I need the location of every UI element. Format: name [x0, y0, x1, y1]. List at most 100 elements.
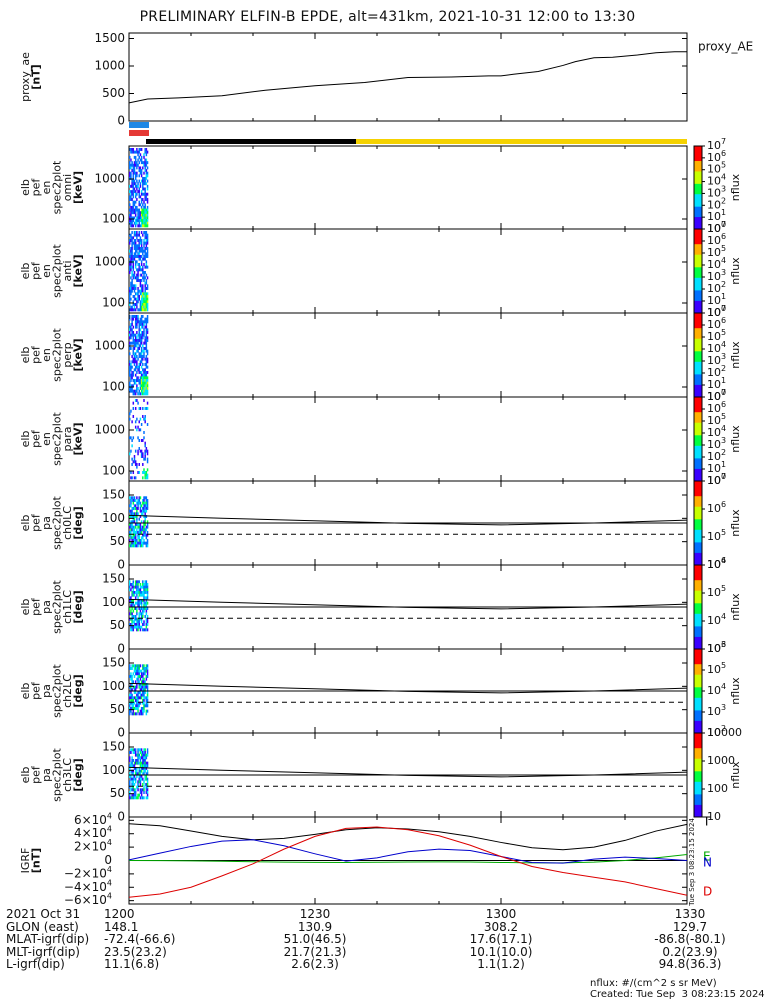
spectrogram-pixel: [140, 317, 143, 321]
spectrogram-pixel: [145, 376, 148, 380]
pitch-ch0LC-colorbar-tick-exponent: 7: [721, 472, 726, 481]
spectrogram-pixel: [130, 389, 132, 393]
spectrogram-pixel: [145, 273, 148, 277]
spectrogram-pixel: [144, 252, 146, 256]
spectrogram-pixel: [132, 531, 135, 534]
spectrogram-pixel: [136, 544, 138, 548]
spectrogram-pixel: [139, 591, 142, 594]
spectrogram-pixel: [130, 247, 132, 250]
igrf-legend-T: T: [702, 815, 711, 829]
spectrogram-pixel: [133, 257, 136, 261]
spectrogram-pixel: [142, 265, 144, 269]
spectrogram-pixel: [146, 591, 149, 594]
spectrogram-pixel: [134, 699, 137, 702]
spectrogram-pixel: [129, 583, 131, 586]
spectrogram-pixel: [132, 331, 135, 334]
spectrogram-pixel: [144, 347, 146, 350]
spectrogram-pixel: [129, 772, 131, 776]
spectrogram-pixel: [143, 182, 145, 186]
spectrogram-pixel: [145, 308, 148, 312]
spectrogram-pixel: [145, 384, 148, 388]
spectrogram-pixel: [134, 523, 137, 526]
spectrogram-pixel: [138, 231, 140, 234]
energy-en_omni-colorbar-segment: [694, 179, 702, 182]
spectrogram-pixel: [143, 528, 145, 532]
spectrogram-pixel: [129, 533, 131, 537]
spectrogram-pixel: [140, 231, 143, 234]
spectrogram-pixel: [132, 211, 135, 215]
spectrogram-pixel: [136, 349, 138, 353]
spectrogram-pixel: [146, 617, 149, 621]
spectrogram-pixel: [136, 593, 138, 597]
pitch-ch1LC-colorbar-segment: [694, 621, 702, 625]
spectrogram-pixel: [138, 620, 140, 624]
spectrogram-pixel: [145, 292, 148, 296]
spectrogram-pixel: [143, 231, 145, 234]
spectrogram-pixel: [144, 192, 146, 196]
spectrogram-pixel: [138, 541, 140, 545]
energy-en_perp-colorbar-segment: [694, 363, 702, 366]
pitch-ch3LC-y-tick-label: 100: [102, 763, 125, 777]
spectrogram-pixel: [130, 707, 132, 710]
pitch-ch0LC-colorbar-segment: [694, 502, 702, 505]
energy-en_omni-colorbar-segment: [694, 212, 702, 215]
spectrogram-pixel: [144, 265, 146, 269]
spectrogram-pixel: [146, 751, 149, 754]
spectrogram-pixel: [132, 176, 135, 180]
spectrogram-pixel: [146, 219, 149, 223]
energy-en_para-colorbar-tick-exponent: 6: [721, 400, 726, 409]
spectrogram-pixel: [140, 315, 143, 318]
spectrogram-pixel: [137, 308, 139, 312]
spectrogram-pixel: [146, 179, 149, 183]
spectrogram-pixel: [142, 756, 144, 760]
spectrogram-pixel: [129, 785, 131, 789]
spectrogram-pixel: [136, 612, 138, 616]
spectrogram-pixel: [146, 544, 149, 548]
spectrogram-pixel: [146, 788, 149, 792]
spectrogram-pixel: [132, 268, 135, 272]
spectrogram-pixel: [140, 308, 143, 312]
spectrogram-pixel: [144, 420, 146, 424]
spectrogram-pixel: [130, 769, 132, 773]
spectrogram-pixel: [137, 449, 139, 453]
spectrogram-pixel: [130, 276, 132, 280]
spectrogram-pixel: [136, 231, 138, 234]
spectrogram-pixel: [137, 150, 139, 154]
spectrogram-pixel: [129, 148, 131, 151]
spectrogram-pixel: [130, 525, 132, 529]
spectrogram-pixel: [130, 150, 132, 154]
spectrogram-pixel: [143, 585, 145, 589]
energy-en_para-y-label-line: en: [40, 432, 53, 446]
spectrogram-pixel: [138, 161, 140, 165]
spectrogram-pixel: [133, 200, 136, 204]
pitch-ch0LC-colorbar-segment: [694, 529, 702, 532]
energy-en_omni-colorbar-segment: [694, 164, 702, 168]
spectrogram-pixel: [138, 447, 140, 450]
spectrogram-pixel: [138, 428, 140, 432]
spectrogram-pixel: [144, 325, 146, 329]
spectrogram-pixel: [138, 701, 140, 705]
spectrogram-pixel: [138, 148, 140, 151]
spectrogram-pixel: [145, 709, 148, 713]
spectrogram-pixel: [145, 599, 148, 602]
spectrogram-pixel: [144, 523, 146, 526]
spectrogram-pixel: [143, 273, 145, 277]
spectrogram-pixel: [130, 211, 132, 215]
spectrogram-pixel: [136, 580, 138, 584]
spectrogram-pixel: [144, 517, 146, 521]
spectrogram-pixel: [138, 612, 140, 616]
spectrogram-pixel: [129, 531, 131, 534]
spectrogram-pixel: [134, 712, 137, 716]
pitch-ch2LC-colorbar-tick-label: 104: [707, 682, 726, 698]
spectrogram-pixel: [136, 208, 138, 212]
spectrogram-pixel: [144, 297, 146, 301]
spectrogram-pixel: [143, 171, 145, 175]
spectrogram-pixel: [137, 756, 139, 760]
energy-en_perp-colorbar-tick-exponent: 5: [721, 328, 726, 337]
spectrogram-pixel: [133, 499, 136, 502]
spectrogram-pixel: [146, 764, 149, 768]
spectrogram-pixel: [130, 623, 132, 626]
pitch-ch0LC-colorbar-segment: [694, 499, 702, 503]
spectrogram-pixel: [139, 531, 142, 534]
spectrogram-pixel: [145, 192, 148, 196]
